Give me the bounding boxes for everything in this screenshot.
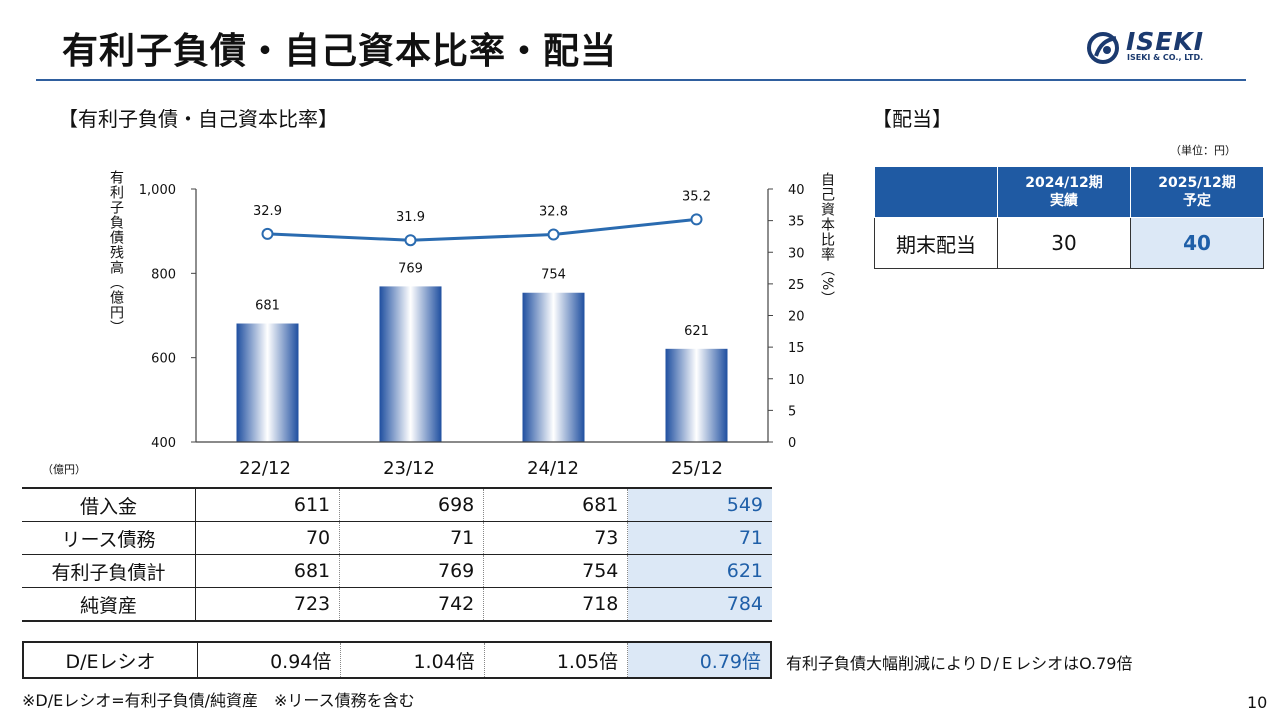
left-axis-tick-label: 600 [151, 352, 176, 367]
row-label: リース債務 [22, 521, 196, 555]
header-cell: 2024/12期 実績 [997, 166, 1131, 218]
table-header-row: 2024/12期 実績 2025/12期 予定 [874, 166, 1264, 218]
table-row: D/Eレシオ 0.94倍 1.04倍 1.05倍 0.79倍 [23, 642, 771, 678]
header-cell: 2025/12期 予定 [1130, 166, 1264, 218]
page-number: 10 [1247, 693, 1268, 712]
equity-ratio-label: 32.9 [253, 204, 282, 219]
cell-forecast: 549 [627, 487, 772, 522]
cell: 0.94倍 [197, 642, 342, 678]
cell: 754 [483, 554, 629, 588]
right-axis-title: 自己資本比率（%） [819, 172, 835, 307]
table-row: 純資産 723 742 718 784 [22, 587, 772, 622]
debt-equity-chart: 1,000 800 600 400 40 35 30 25 20 15 10 5 0 681 769 754… [139, 183, 805, 451]
left-axis-title: 有利子負債残高（億円） [108, 170, 124, 335]
equity-ratio-point [404, 234, 417, 247]
bar [522, 292, 585, 442]
dividend-unit: （単位：円） [1170, 144, 1236, 157]
iseki-logo-icon [1087, 32, 1119, 64]
equity-ratio-label: 32.8 [539, 205, 568, 220]
cell: 681 [195, 554, 341, 588]
right-axis-tick-label: 5 [788, 404, 796, 419]
debt-table: 借入金 611 698 681 549 リース債務 70 71 73 71 有利… [22, 487, 772, 622]
equity-ratio-label: 35.2 [682, 189, 711, 204]
bar-value-label: 754 [541, 268, 566, 283]
category-label: 22/12 [239, 458, 291, 479]
header-cell [874, 166, 998, 218]
cell: 71 [339, 521, 485, 555]
bar-value-label: 681 [255, 299, 280, 314]
table-row: 有利子負債計 681 769 754 621 [22, 554, 772, 588]
cell: 30 [997, 217, 1131, 269]
right-axis-tick-label: 40 [788, 183, 805, 198]
equity-ratio-point [547, 228, 560, 241]
table-unit: （億円） [42, 463, 86, 476]
table-row: 借入金 611 698 681 549 [22, 487, 772, 522]
logo-subtext: ISEKI & CO., LTD. [1127, 53, 1204, 62]
category-label: 25/12 [671, 458, 723, 479]
equity-ratio-label: 31.9 [396, 210, 425, 225]
logo-wordmark: ISEKI [1126, 27, 1205, 56]
right-axis-tick-label: 0 [788, 436, 796, 451]
header-period: 2024/12期 [1025, 175, 1103, 191]
table-row: リース債務 70 71 73 71 [22, 521, 772, 555]
cell: 1.05倍 [484, 642, 629, 678]
row-label: 有利子負債計 [22, 554, 196, 588]
left-axis-tick-label: 800 [151, 267, 176, 282]
section-heading-debt: 【有利子負債・自己資本比率】 [58, 107, 338, 131]
cell: 1.04倍 [340, 642, 485, 678]
left-axis-tick-label: 1,000 [139, 183, 176, 198]
cell: 723 [195, 587, 341, 622]
bar [379, 286, 442, 442]
bar [665, 348, 728, 442]
left-axis-tick-label: 400 [151, 436, 176, 451]
cell-forecast: 784 [627, 587, 772, 622]
bar [236, 323, 299, 442]
company-logo: ISEKI ISEKI & CO., LTD. [1086, 27, 1226, 66]
row-label: 期末配当 [874, 217, 998, 269]
cell: 611 [195, 487, 341, 522]
footnote: ※D/Eレシオ=有利子負債/純資産 ※リース債務を含む [22, 691, 415, 710]
cell: 70 [195, 521, 341, 555]
de-ratio-note: 有利子負債大幅削減によりＤ/ＥレシオはO.79倍 [786, 654, 1133, 673]
cell: 718 [483, 587, 629, 622]
section-heading-dividend: 【配当】 [872, 107, 952, 131]
de-ratio-table: D/Eレシオ 0.94倍 1.04倍 1.05倍 0.79倍 [22, 641, 772, 679]
cell: 769 [339, 554, 485, 588]
page-title: 有利子負債・自己資本比率・配当 [62, 31, 618, 72]
row-label: 借入金 [22, 487, 196, 522]
bar-value-label: 769 [398, 261, 423, 276]
cell: 742 [339, 587, 485, 622]
category-label: 24/12 [527, 458, 579, 479]
equity-ratio-point [261, 227, 274, 240]
row-label: D/Eレシオ [23, 642, 198, 678]
header-type: 実績 [1050, 193, 1078, 209]
right-axis-tick-label: 35 [788, 215, 805, 230]
cell: 698 [339, 487, 485, 522]
right-axis-tick-label: 20 [788, 310, 805, 325]
cell-forecast: 71 [627, 521, 772, 555]
cell-forecast: 621 [627, 554, 772, 588]
equity-ratio-point [690, 213, 703, 226]
cell-forecast: 0.79倍 [627, 642, 771, 678]
header-type: 予定 [1183, 193, 1211, 209]
equity-ratio-line [267, 217, 697, 242]
row-label: 純資産 [22, 587, 196, 622]
title-divider [36, 79, 1246, 81]
cell: 681 [483, 487, 629, 522]
dividend-table: 2024/12期 実績 2025/12期 予定 期末配当 30 40 [874, 166, 1264, 269]
table-row: 期末配当 30 40 [874, 217, 1264, 269]
cell: 73 [483, 521, 629, 555]
bar-value-label: 621 [684, 324, 709, 339]
right-axis-tick-label: 25 [788, 278, 805, 293]
category-label: 23/12 [383, 458, 435, 479]
header-period: 2025/12期 [1158, 175, 1236, 191]
cell-forecast: 40 [1130, 217, 1264, 269]
right-axis-tick-label: 15 [788, 341, 805, 356]
right-axis-tick-label: 10 [788, 373, 805, 388]
right-axis-tick-label: 30 [788, 246, 805, 261]
